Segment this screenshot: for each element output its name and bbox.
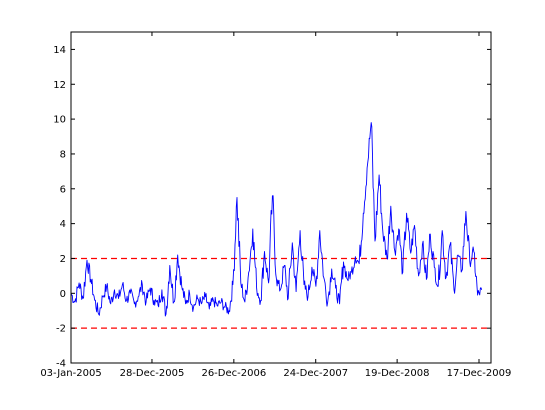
y-tick-label: 0 xyxy=(60,289,66,300)
y-tick-label: 12 xyxy=(53,80,66,91)
y-tick-label: 14 xyxy=(53,45,66,56)
y-tick-label: -4 xyxy=(56,359,66,370)
y-tick-label: -2 xyxy=(56,324,66,335)
x-tick-label: 28-Dec-2005 xyxy=(120,368,185,379)
y-tick-label: 6 xyxy=(60,184,66,195)
x-tick-label: 26-Dec-2006 xyxy=(201,368,266,379)
reference-lines xyxy=(71,257,491,329)
x-tick-label: 17-Dec-2009 xyxy=(447,368,512,379)
y-tick-label: 4 xyxy=(60,219,66,230)
series-group xyxy=(70,122,483,317)
x-tick-label: 03-Jan-2005 xyxy=(40,368,101,379)
series-line-1 xyxy=(70,122,483,317)
y-axis: -4 -2 0 2 4 6 8 10 12 14 xyxy=(53,45,491,370)
x-tick-label: 19-Dec-2008 xyxy=(365,368,430,379)
y-tick-label: 8 xyxy=(60,149,66,160)
y-tick-label: 2 xyxy=(60,254,66,265)
x-tick-label: 24-Dec-2007 xyxy=(283,368,348,379)
y-tick-label: 10 xyxy=(53,115,66,126)
plot-frame xyxy=(70,31,492,364)
x-axis: 03-Jan-2005 28-Dec-2005 26-Dec-2006 24-Dec-… xyxy=(40,32,511,379)
